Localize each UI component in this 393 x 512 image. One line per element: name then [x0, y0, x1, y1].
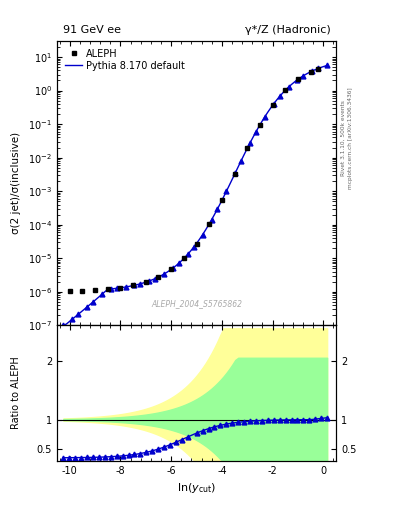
- ALEPH: [118, 285, 123, 291]
- ALEPH: [245, 145, 250, 152]
- Text: Rivet 3.1.10, 500k events: Rivet 3.1.10, 500k events: [341, 100, 346, 176]
- Pythia 8.170 default: [141, 280, 146, 286]
- ALEPH: [232, 172, 237, 178]
- ALEPH: [67, 288, 72, 294]
- ALEPH: [270, 102, 275, 109]
- Pythia 8.170 default: [97, 294, 101, 300]
- Text: 91 GeV ee: 91 GeV ee: [62, 25, 121, 35]
- Pythia 8.170 default: [313, 67, 318, 73]
- ALEPH: [156, 274, 161, 280]
- ALEPH: [296, 76, 300, 82]
- Pythia 8.170 default: [245, 145, 250, 152]
- Pythia 8.170 default: [325, 62, 329, 69]
- ALEPH: [194, 241, 199, 247]
- Line: Pythia 8.170 default: Pythia 8.170 default: [63, 66, 327, 325]
- ALEPH: [93, 287, 97, 293]
- Legend: ALEPH, Pythia 8.170 default: ALEPH, Pythia 8.170 default: [62, 46, 188, 74]
- X-axis label: $\ln(y_\mathrm{cut})$: $\ln(y_\mathrm{cut})$: [177, 481, 216, 495]
- ALEPH: [316, 66, 321, 72]
- Y-axis label: Ratio to ALEPH: Ratio to ALEPH: [11, 357, 21, 430]
- ALEPH: [283, 87, 288, 93]
- Text: γ*/Z (Hadronic): γ*/Z (Hadronic): [245, 25, 331, 35]
- ALEPH: [182, 255, 186, 262]
- Text: ALEPH_2004_S5765862: ALEPH_2004_S5765862: [151, 300, 242, 308]
- Line: ALEPH: ALEPH: [67, 66, 321, 293]
- ALEPH: [257, 122, 262, 128]
- ALEPH: [169, 266, 173, 272]
- Pythia 8.170 default: [280, 90, 285, 96]
- ALEPH: [143, 279, 148, 285]
- ALEPH: [105, 286, 110, 292]
- ALEPH: [207, 221, 211, 227]
- ALEPH: [220, 197, 224, 203]
- Pythia 8.170 default: [61, 322, 66, 328]
- Pythia 8.170 default: [286, 84, 291, 90]
- ALEPH: [131, 282, 136, 288]
- Y-axis label: σ(2 jet)/σ(inclusive): σ(2 jet)/σ(inclusive): [11, 132, 21, 234]
- ALEPH: [308, 69, 313, 75]
- Text: mcplots.cern.ch [arXiv:1306.3436]: mcplots.cern.ch [arXiv:1306.3436]: [348, 88, 353, 189]
- ALEPH: [80, 287, 85, 293]
